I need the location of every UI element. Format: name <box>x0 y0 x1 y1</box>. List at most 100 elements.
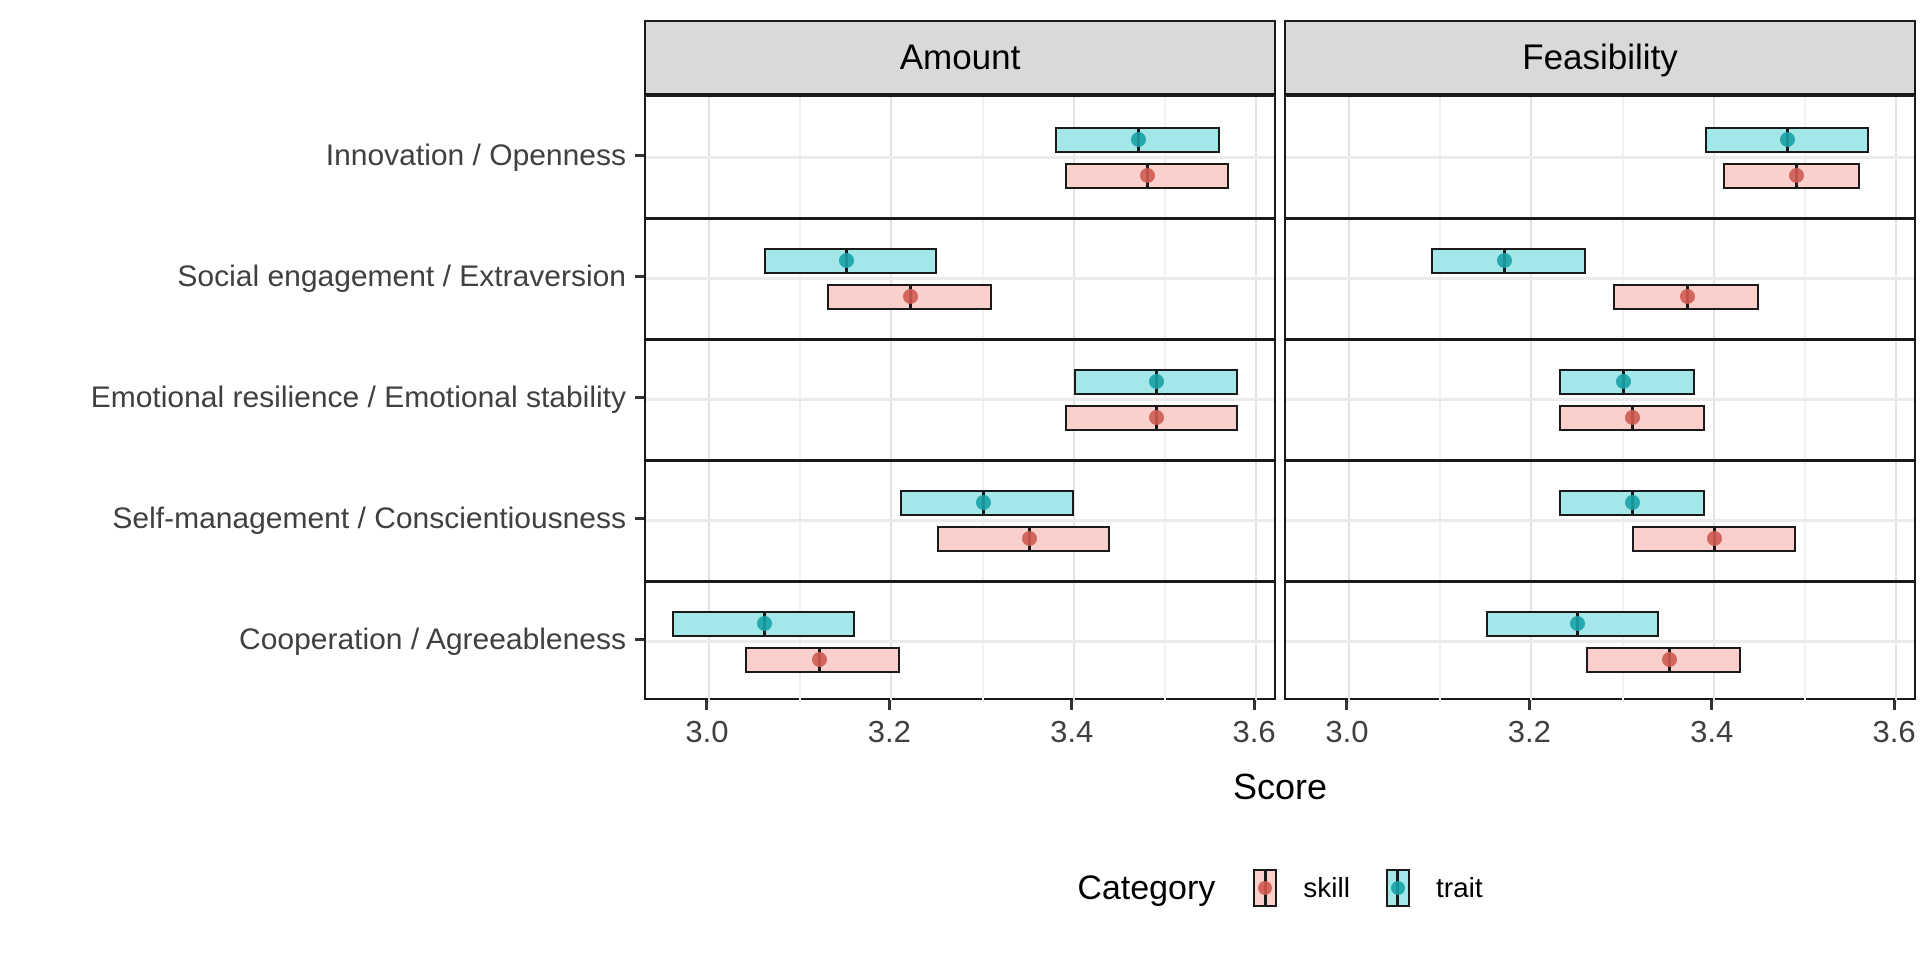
legend: Category skill trait <box>644 860 1916 916</box>
category-gridline <box>646 519 1274 522</box>
point-skill <box>811 652 827 667</box>
legend-key-trait <box>1385 869 1410 907</box>
y-axis-label: Self-management / Conscientiousness <box>112 501 626 535</box>
row-separator <box>646 579 1274 583</box>
crossbar-skill <box>1558 404 1705 431</box>
panel-row <box>646 218 1274 339</box>
row-separator <box>646 337 1274 341</box>
row-separator <box>1286 579 1914 583</box>
crossbar-trait <box>1558 489 1705 516</box>
category-gridline <box>646 398 1274 401</box>
crossbar-trait <box>1055 126 1220 153</box>
x-axis-tick <box>887 700 891 710</box>
point-trait <box>1780 132 1796 147</box>
point-trait <box>1625 495 1641 510</box>
point-skill <box>1140 168 1156 183</box>
y-axis-tick <box>635 275 644 278</box>
facet-strip-label: Amount <box>899 37 1021 77</box>
panel-row <box>646 581 1274 702</box>
crossbar-trait <box>1431 247 1587 274</box>
y-axis-tick <box>635 517 644 520</box>
y-axis-tick <box>635 396 644 399</box>
point-skill <box>903 289 919 304</box>
row-separator <box>646 458 1274 462</box>
facet-strip: Feasibility <box>1284 20 1916 95</box>
point-skill <box>1679 289 1695 304</box>
point-trait <box>1616 374 1631 389</box>
panel-row <box>1286 218 1914 339</box>
point-trait <box>1570 616 1586 631</box>
x-tick-label: 3.2 <box>1507 714 1551 749</box>
crossbar-trait <box>672 610 855 637</box>
category-gridline <box>1286 156 1914 159</box>
legend-key-point <box>1258 881 1273 895</box>
crossbar-trait <box>1073 368 1238 395</box>
y-axis-label: Social engagement / Extraversion <box>177 259 626 293</box>
point-trait <box>839 253 855 268</box>
row-separator <box>1286 216 1914 220</box>
y-axis-label: Emotional resilience / Emotional stabili… <box>90 380 626 414</box>
facet-panel <box>644 95 1276 702</box>
category-gridline <box>1286 277 1914 280</box>
category-gridline <box>1286 398 1914 401</box>
legend-label: trait <box>1435 872 1483 903</box>
row-separator <box>646 216 1274 220</box>
panel-row <box>1286 581 1914 702</box>
x-tick-label: 3.4 <box>1690 714 1734 749</box>
panel-row <box>1286 339 1914 460</box>
category-gridline <box>646 156 1274 159</box>
panel-row <box>646 460 1274 581</box>
x-tick-label: 3.2 <box>867 714 911 749</box>
legend-key-point <box>1390 881 1405 895</box>
crossbar-skill <box>827 283 992 310</box>
x-axis-tick <box>705 700 709 710</box>
panel-row <box>646 339 1274 460</box>
point-skill <box>1021 531 1037 546</box>
point-trait <box>757 616 773 631</box>
facet-strip: Amount <box>644 20 1276 95</box>
panel-row <box>1286 460 1914 581</box>
point-trait <box>1497 253 1513 268</box>
row-separator <box>1286 458 1914 462</box>
panel-row <box>646 97 1274 218</box>
y-axis-tick <box>635 638 644 641</box>
crossbar-trait <box>1485 610 1659 637</box>
point-trait <box>976 495 991 510</box>
crossbar-skill <box>1613 283 1760 310</box>
row-separator <box>1286 337 1914 341</box>
crossbar-skill <box>1064 404 1238 431</box>
x-axis-tick <box>1527 700 1531 710</box>
legend-label: skill <box>1303 872 1350 903</box>
facet-strip-label: Feasibility <box>1522 37 1678 77</box>
x-axis-tick <box>1710 700 1714 710</box>
category-gridline <box>1286 640 1914 643</box>
category-gridline <box>1286 519 1914 522</box>
y-axis-tick <box>635 154 644 157</box>
panel-row <box>1286 97 1914 218</box>
y-axis-label: Cooperation / Agreeableness <box>239 622 626 656</box>
category-gridline <box>646 640 1274 643</box>
point-skill <box>1661 652 1677 667</box>
crossbar-skill <box>1586 646 1742 673</box>
point-skill <box>1625 410 1641 425</box>
x-axis-title: Score <box>1232 766 1328 807</box>
y-axis-label: Innovation / Openness <box>325 138 626 172</box>
point-trait <box>1131 132 1147 147</box>
point-skill <box>1789 168 1805 183</box>
x-tick-label: 3.0 <box>685 714 729 749</box>
point-trait <box>1149 374 1165 389</box>
x-axis-tick <box>1070 700 1074 710</box>
x-axis-tick <box>1345 700 1349 710</box>
x-tick-label: 3.0 <box>1325 714 1369 749</box>
crossbar-trait <box>900 489 1074 516</box>
crossbar-skill <box>1631 525 1796 552</box>
legend-key-skill <box>1253 869 1278 907</box>
crossbar-skill <box>936 525 1111 552</box>
x-axis-tick <box>1252 700 1256 710</box>
legend-title: Category <box>1077 868 1216 907</box>
crossbar-trait <box>1704 126 1869 153</box>
facet-panel <box>1284 95 1916 702</box>
x-tick-label: 3.6 <box>1872 714 1916 749</box>
crossbar-skill <box>745 646 901 673</box>
